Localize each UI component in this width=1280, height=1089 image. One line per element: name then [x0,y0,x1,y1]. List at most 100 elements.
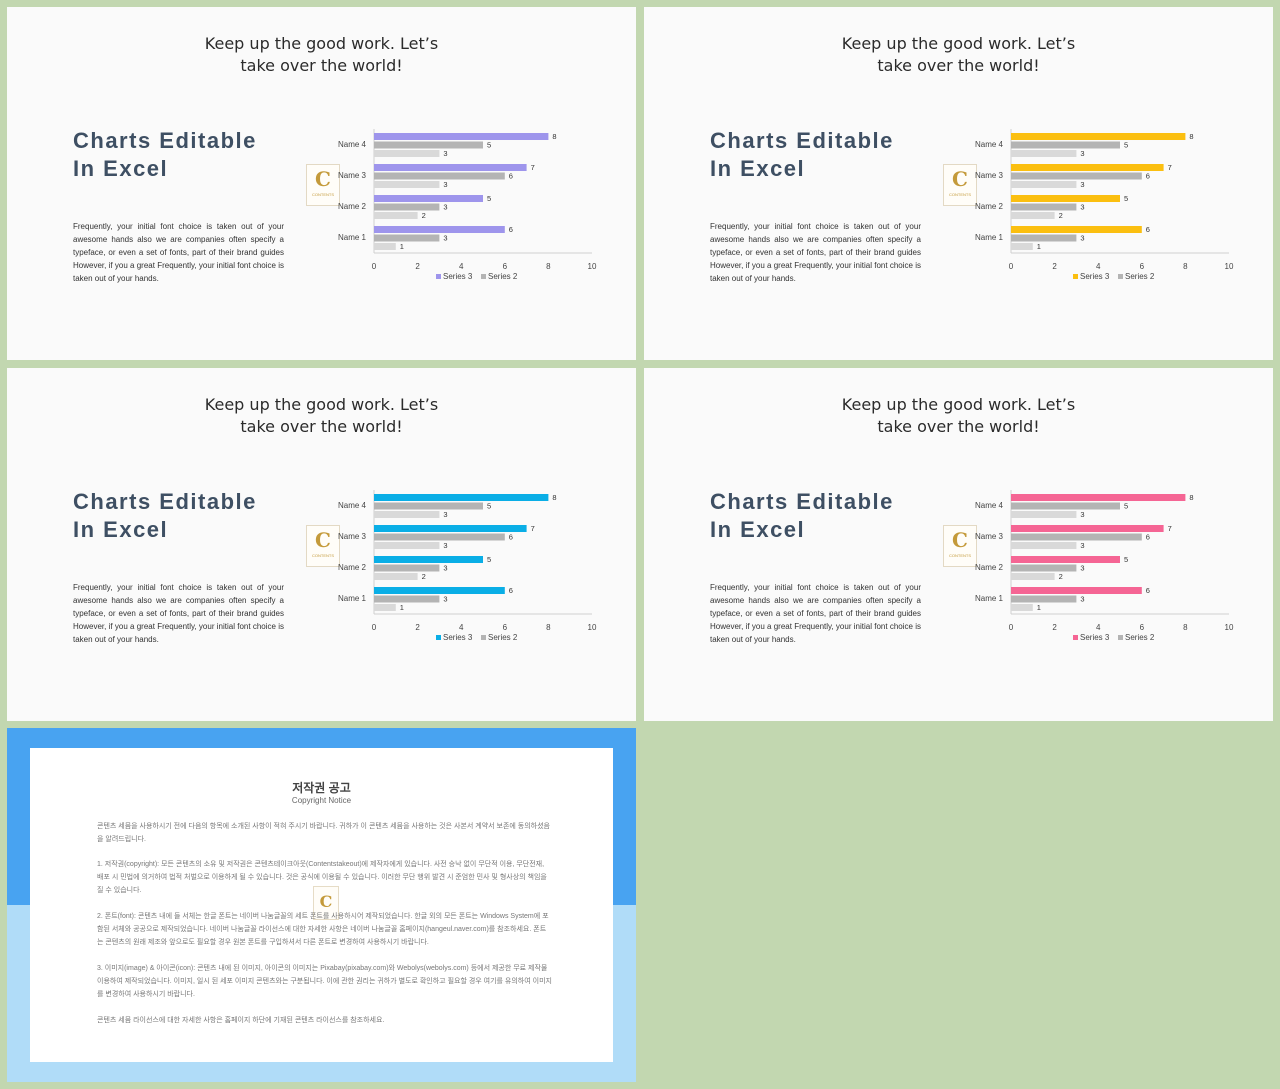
headline-line-1: Keep up the good work. Let’s [841,395,1076,414]
bar [1011,172,1142,180]
data-label: 3 [1080,595,1084,604]
slide-4: Keep up the good work. Let’s take over th… [644,368,1273,721]
title-line-1: Charts Editable [73,128,257,153]
data-label: 6 [509,225,513,234]
title-line-1: Charts Editable [710,489,894,514]
bar [1011,226,1142,233]
data-label: 5 [487,194,491,203]
title-line-2: In Excel [710,517,806,542]
data-label: 7 [531,524,535,533]
bar [374,133,549,140]
bar [374,511,440,518]
data-label: 2 [422,211,426,220]
data-label: 3 [443,149,447,158]
data-label: 5 [1124,502,1128,511]
legend-label: Series 2 [1125,633,1155,642]
x-tick-label: 10 [588,262,597,271]
category-label: Name 2 [975,563,1004,572]
legend-label: Series 3 [1080,633,1110,642]
data-label: 5 [1124,141,1128,150]
bar [374,587,505,594]
bar [1011,573,1055,580]
bar [1011,212,1055,219]
data-label: 5 [487,502,491,511]
headline-line-1: Keep up the good work. Let’s [841,34,1076,53]
category-label: Name 1 [338,233,367,242]
notice-logo: C [313,886,339,920]
data-label: 5 [487,141,491,150]
data-label: 3 [443,234,447,243]
data-label: 3 [443,541,447,550]
x-tick-label: 6 [1140,262,1145,271]
bar [1011,150,1077,157]
bar [374,203,440,211]
bar [1011,595,1077,603]
bar [374,604,396,611]
bar [1011,604,1033,611]
bar-chart: Name 1 6 3 1 Name 2 5 3 2 Name 3 7 6 3 Name 4 8 5 3 0 2 4 6… [975,490,1234,642]
x-tick-label: 0 [1009,623,1014,632]
x-tick-label: 10 [588,623,597,632]
data-label: 3 [1080,180,1084,189]
data-label: 5 [1124,555,1128,564]
data-label: 6 [509,172,513,181]
x-tick-label: 6 [503,623,508,632]
bar [1011,243,1033,250]
category-label: Name 3 [975,171,1004,180]
x-tick-label: 10 [1225,623,1234,632]
data-label: 3 [443,564,447,573]
data-label: 6 [509,533,513,542]
bar [1011,181,1077,188]
bar-chart: Name 1 6 3 1 Name 2 5 3 2 Name 3 7 6 3 Name 4 8 5 3 0 2 4 6… [338,129,597,281]
slide-title: Charts Editable In Excel [710,488,894,544]
bar [374,542,440,549]
bar [1011,511,1077,518]
logo-letter: C [952,528,968,552]
logo-letter: C [315,167,331,191]
data-label: 2 [422,572,426,581]
legend-swatch [436,274,441,279]
bar [374,494,549,501]
data-label: 1 [1037,242,1041,251]
x-tick-label: 2 [415,623,420,632]
legend-swatch [1073,274,1078,279]
bar [374,502,483,510]
slide-headline: Keep up the good work. Let’s take over th… [7,394,636,438]
data-label: 5 [1124,194,1128,203]
title-line-2: In Excel [73,156,169,181]
brand-logo: C CONTENTS [306,164,340,206]
data-label: 3 [1080,149,1084,158]
notice-title: 저작권 공고 [292,781,351,795]
data-label: 7 [1168,163,1172,172]
slide-headline: Keep up the good work. Let’s take over th… [7,33,636,77]
category-label: Name 4 [975,501,1004,510]
legend-swatch [436,635,441,640]
data-label: 3 [1080,564,1084,573]
category-label: Name 4 [338,140,367,149]
headline-line-2: take over the world! [877,417,1040,436]
x-tick-label: 4 [459,262,464,271]
logo-letter: C [952,167,968,191]
bar [1011,195,1120,202]
category-label: Name 2 [338,563,367,572]
logo-text: CONTENTS [312,553,334,558]
data-label: 7 [1168,524,1172,533]
bar [374,181,440,188]
notice-card: 저작권 공고 Copyright Notice 콘텐츠 세뮴을 사용하시기 전에… [30,748,613,1062]
data-label: 3 [443,595,447,604]
bar [374,595,440,603]
x-tick-label: 0 [372,623,377,632]
legend-swatch [481,635,486,640]
data-label: 3 [1080,510,1084,519]
title-line-2: In Excel [710,156,806,181]
data-label: 6 [1146,586,1150,595]
legend-swatch [1118,635,1123,640]
category-label: Name 1 [975,594,1004,603]
logo-text: CONTENTS [312,192,334,197]
bar [374,564,440,572]
headline-line-2: take over the world! [240,56,403,75]
brand-logo: C CONTENTS [943,164,977,206]
bar [1011,234,1077,242]
data-label: 6 [1146,225,1150,234]
category-label: Name 1 [975,233,1004,242]
